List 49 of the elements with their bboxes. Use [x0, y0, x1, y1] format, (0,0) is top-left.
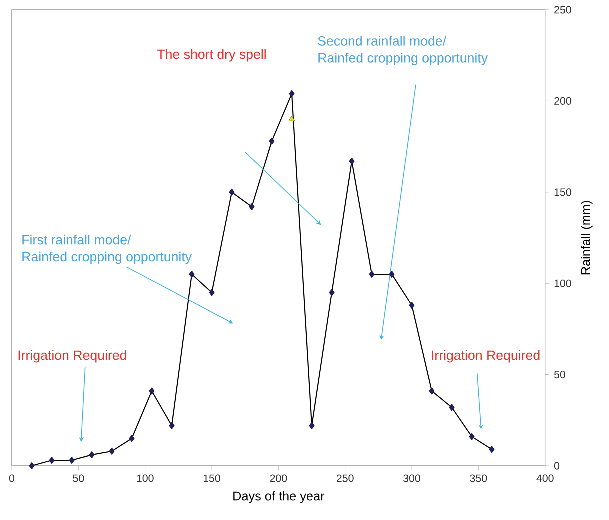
x-tick-label: 200: [270, 474, 288, 482]
point: [489, 446, 495, 454]
y-tick-label: 150: [554, 188, 572, 196]
x-tick-label: 350: [470, 474, 488, 482]
point: [189, 271, 195, 278]
point: [369, 271, 375, 278]
y-tick-label: 100: [554, 280, 572, 288]
x-tick-label: 400: [536, 474, 554, 482]
point: [469, 433, 475, 440]
point: [249, 204, 255, 210]
point: [209, 289, 215, 296]
x-tick-label: 300: [404, 474, 420, 482]
annotation: First rainfall mode/: [22, 234, 132, 245]
point: [129, 435, 135, 442]
x-tick-label: 50: [73, 474, 84, 482]
point: [389, 271, 395, 278]
x-axis-title: Days of the year: [234, 491, 325, 504]
y-axis-title: Rainfall (mm): [581, 201, 593, 275]
annotation: Second rainfall mode/: [318, 36, 447, 46]
y-tick-label: 200: [554, 97, 572, 105]
point: [109, 448, 115, 455]
point: [429, 388, 435, 395]
y-tick-label: 50: [554, 371, 566, 379]
x-tick-label: 0: [9, 474, 15, 482]
x-tick-label: 100: [137, 474, 154, 482]
point: [49, 457, 55, 464]
point: [229, 188, 235, 196]
annotation: The short dry spell: [157, 49, 266, 62]
point: [288, 116, 296, 122]
point: [169, 422, 175, 430]
point: [69, 457, 75, 464]
y-tick-label: 250: [554, 6, 572, 14]
point: [409, 302, 415, 309]
point: [349, 158, 355, 165]
annotation: Rainfed cropping opportunity: [318, 53, 488, 66]
point: [29, 462, 35, 470]
point: [89, 452, 95, 459]
annotation: Rainfed cropping opportunity: [22, 252, 192, 264]
x-tick-label: 150: [204, 474, 220, 482]
point: [449, 404, 455, 412]
annotation: Irrigation Required: [18, 350, 126, 363]
point: [329, 289, 335, 296]
point: [149, 388, 155, 395]
point: [309, 422, 315, 430]
point: [269, 138, 275, 145]
point: [289, 90, 295, 98]
annotation: Irrigation Required: [432, 350, 540, 363]
y-tick-label: 0: [554, 462, 560, 470]
x-tick-label: 250: [336, 474, 354, 482]
